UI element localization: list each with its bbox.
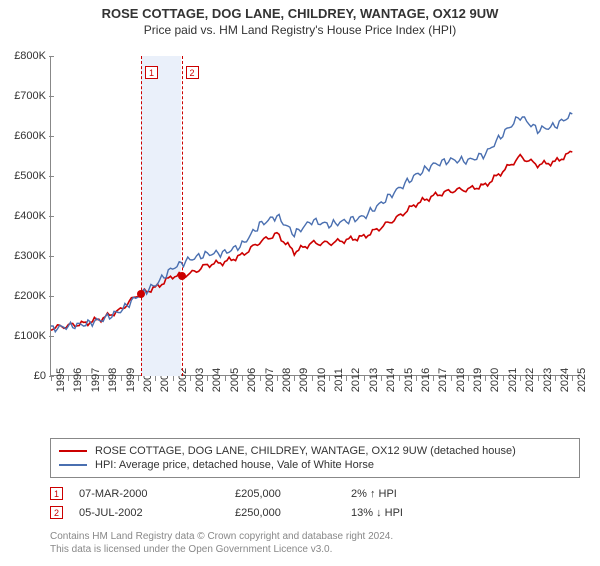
transaction-point [137,290,145,298]
y-axis-tick: £600K [14,130,46,142]
series-price_paid [51,151,572,330]
legend-item: ROSE COTTAGE, DOG LANE, CHILDREY, WANTAG… [59,444,571,458]
line-series-layer [51,56,581,376]
transaction-date: 07-MAR-2000 [79,488,219,500]
transaction-row: 1 07-MAR-2000 £205,000 2% ↑ HPI [50,484,580,503]
series-hpi [51,113,572,332]
transaction-delta: 13% ↓ HPI [351,507,580,519]
legend-label: ROSE COTTAGE, DOG LANE, CHILDREY, WANTAG… [95,445,516,457]
footer-line: This data is licensed under the Open Gov… [50,543,580,556]
y-axis-tick: £100K [14,330,46,342]
legend-item: HPI: Average price, detached house, Vale… [59,458,571,472]
transaction-price: £205,000 [235,488,335,500]
y-axis-tick: £200K [14,290,46,302]
transaction-marker-ref: 2 [50,506,63,519]
legend-swatch [59,450,87,452]
chart-title: ROSE COTTAGE, DOG LANE, CHILDREY, WANTAG… [0,6,600,21]
legend: ROSE COTTAGE, DOG LANE, CHILDREY, WANTAG… [50,438,580,478]
y-axis-tick: £400K [14,210,46,222]
footer-line: Contains HM Land Registry data © Crown c… [50,530,580,543]
transaction-date: 05-JUL-2002 [79,507,219,519]
chart-subtitle: Price paid vs. HM Land Registry's House … [0,23,600,37]
y-axis-tick: £300K [14,250,46,262]
plot-region: £0£100K£200K£300K£400K£500K£600K£700K£80… [50,56,580,376]
y-axis-tick: £0 [34,370,46,382]
footer-attribution: Contains HM Land Registry data © Crown c… [50,530,580,556]
legend-label: HPI: Average price, detached house, Vale… [95,459,374,471]
y-axis-tick: £500K [14,170,46,182]
y-axis-tick: £800K [14,50,46,62]
transaction-table: 1 07-MAR-2000 £205,000 2% ↑ HPI 2 05-JUL-2002… [50,484,580,522]
transaction-price: £250,000 [235,507,335,519]
transaction-row: 2 05-JUL-2002 £250,000 13% ↓ HPI [50,503,580,522]
chart-area: £0£100K£200K£300K£400K£500K£600K£700K£80… [50,56,580,396]
transaction-marker-ref: 1 [50,487,63,500]
legend-swatch [59,464,87,466]
transaction-point [178,272,186,280]
y-axis-tick: £700K [14,90,46,102]
transaction-delta: 2% ↑ HPI [351,488,580,500]
